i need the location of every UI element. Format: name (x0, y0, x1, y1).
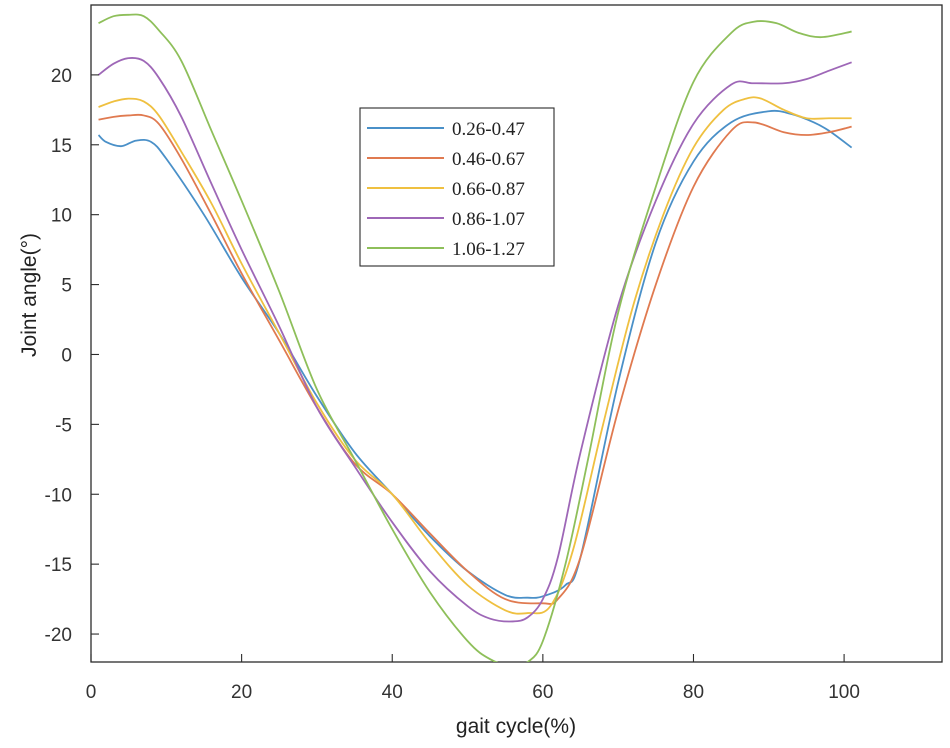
series-line-1 (97, 109, 853, 599)
y-tick-label: 20 (51, 66, 72, 87)
legend-entry-2: 0.46-0.67 (452, 149, 525, 170)
series-line-5 (98, 13, 852, 662)
y-tick-label: -20 (45, 625, 72, 646)
y-tick-label: 5 (61, 276, 72, 297)
y-tick-label: -15 (45, 555, 72, 576)
x-tick-label: 80 (683, 682, 704, 703)
series-line-3 (98, 96, 852, 615)
y-axis-label: Joint angle(°) (18, 233, 41, 357)
x-axis-label: gait cycle(%) (456, 715, 576, 738)
series-layer (97, 13, 853, 662)
plot-frame (90, 4, 943, 663)
tick-layer: 0 20 40 60 80 100 -20 -15 -10 -5 0 5 10 15 20 (45, 66, 860, 703)
y-tick-label: 15 (51, 136, 72, 157)
x-tick-label: 100 (828, 682, 860, 703)
x-tick-label: 0 (86, 682, 97, 703)
x-tick-label: 20 (231, 682, 252, 703)
legend-entry-3: 0.66-0.87 (452, 179, 525, 200)
legend-entry-1: 0.26-0.47 (452, 119, 525, 140)
y-tick-label: -5 (55, 415, 72, 436)
y-tick-label: -10 (45, 485, 72, 506)
x-tick-label: 60 (532, 682, 553, 703)
legend-box (359, 107, 555, 267)
x-tick-label: 40 (382, 682, 403, 703)
legend-entry-5: 1.06-1.27 (452, 239, 525, 260)
legend: 0.26-0.47 0.46-0.67 0.66-0.87 0.86-1.07 1.06… (359, 107, 555, 267)
series-line-4 (97, 56, 852, 623)
legend-entry-4: 0.86-1.07 (452, 209, 525, 230)
y-tick-label: 10 (51, 206, 72, 227)
series-line-2 (98, 113, 852, 605)
y-tick-label: 0 (61, 345, 72, 366)
